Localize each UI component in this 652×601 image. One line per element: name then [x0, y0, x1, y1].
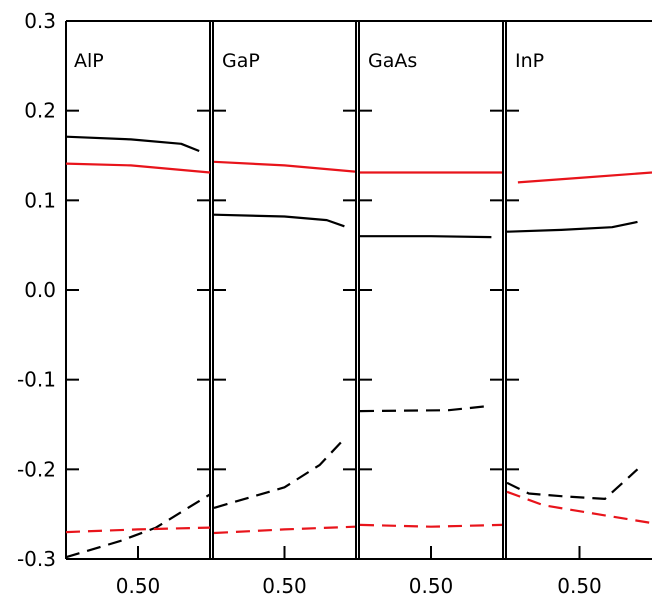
series-line-gap-red-solid — [214, 162, 355, 172]
series-line-gap-black-solid — [214, 215, 344, 227]
series-line-gap-black-dashed — [214, 442, 341, 508]
series-line-alp-red-dashed — [66, 528, 210, 533]
x-tick-label: 0.50 — [557, 574, 602, 598]
series-line-gaas-black-dashed — [360, 406, 491, 411]
panel-label-inp: InP — [515, 50, 544, 72]
panel-label-gaas: GaAs — [368, 50, 417, 72]
series-line-inp-black-dashed — [507, 469, 638, 499]
series-line-gap-red-dashed — [214, 527, 355, 533]
series-line-gaas-black-solid — [360, 236, 491, 237]
panel-label-alp: AlP — [74, 50, 104, 72]
y-tick-label: 0.3 — [24, 9, 56, 33]
y-tick-label: -0.3 — [17, 547, 56, 571]
series-line-inp-red-solid — [518, 173, 652, 183]
series-line-gaas-red-dashed — [360, 525, 502, 527]
y-tick-label: -0.2 — [17, 457, 56, 481]
x-tick-label: 0.50 — [116, 574, 161, 598]
y-tick-label: 0.1 — [24, 188, 56, 212]
y-tick-label: 0.0 — [24, 278, 56, 302]
panel-label-gap: GaP — [222, 50, 260, 72]
y-tick-label: 0.2 — [24, 99, 56, 123]
series-line-inp-black-solid — [507, 222, 638, 232]
series-line-alp-red-solid — [66, 164, 210, 173]
x-tick-label: 0.50 — [262, 574, 307, 598]
series-line-alp-black-solid — [66, 137, 199, 151]
y-tick-label: -0.1 — [17, 368, 56, 392]
x-tick-label: 0.50 — [409, 574, 454, 598]
